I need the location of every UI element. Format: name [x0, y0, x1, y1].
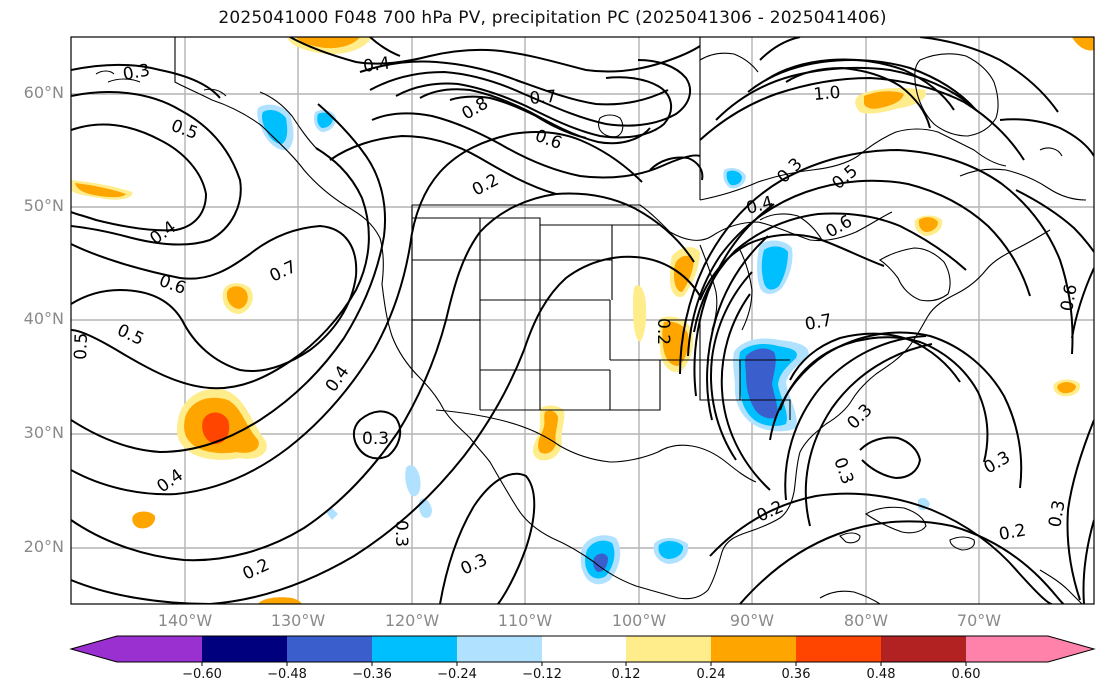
colorbar-segment — [1048, 636, 1094, 662]
colorbar-segment — [711, 636, 796, 662]
colorbar-tick-label: 0.24 — [696, 667, 726, 682]
pv-contours — [71, 37, 1094, 604]
lat-label: 20°N — [23, 537, 64, 556]
contour-label: 0.5 — [71, 332, 92, 360]
colorbar-tick-label: 0.12 — [611, 667, 641, 682]
colorbar-tick-label: −0.24 — [437, 667, 477, 682]
lon-label: 130°W — [270, 611, 326, 630]
contour-label: 0.3 — [362, 429, 389, 449]
colorbar-tick-label: 0.36 — [781, 667, 811, 682]
colorbar-segment — [117, 636, 202, 662]
colorbar-segment — [372, 636, 457, 662]
contour-label: 0.7 — [803, 311, 833, 335]
precip-positive-shading — [71, 37, 1094, 604]
lon-label: 110°W — [497, 611, 553, 630]
colorbar-outline — [69, 635, 1096, 663]
colorbar-tick-label: 0.48 — [866, 667, 896, 682]
colorbar — [69, 635, 1096, 666]
lat-label: 30°N — [23, 423, 64, 442]
contour-label: 0.6 — [1057, 283, 1081, 313]
lon-label: 140°W — [157, 611, 213, 630]
lon-label: 70°W — [956, 611, 1002, 630]
map-frame — [70, 36, 1095, 605]
contour-label: 0.3 — [121, 61, 151, 85]
lat-label: 50°N — [23, 196, 64, 215]
colorbar-segment — [287, 636, 372, 662]
contour-label: 1.0 — [813, 83, 842, 105]
colorbar-tick-label: 0.60 — [951, 667, 981, 682]
colorbar-tick-label: −0.60 — [182, 667, 222, 682]
colorbar-tick-label: −0.48 — [267, 667, 307, 682]
lon-label: 120°W — [384, 611, 440, 630]
contour-label: 0.3 — [391, 520, 411, 547]
lon-label: 100°W — [611, 611, 667, 630]
lon-label: 90°W — [729, 611, 775, 630]
colorbar-tick-label: −0.36 — [352, 667, 392, 682]
lon-label: 80°W — [843, 611, 889, 630]
colorbar-segment — [796, 636, 881, 662]
contour-label: 0.3 — [1045, 499, 1069, 529]
lat-label: 60°N — [23, 83, 64, 102]
map-title: 2025041000 F048 700 hPa PV, precipitatio… — [218, 8, 887, 28]
colorbar-segment — [542, 636, 626, 662]
colorbar-segment — [881, 636, 966, 662]
contour-label: 0.2 — [997, 521, 1027, 545]
colorbar-segment — [966, 636, 1048, 662]
lat-label: 40°N — [23, 309, 64, 328]
colorbar-segment — [457, 636, 542, 662]
map-plot-area: 0.3 0.4 0.5 0.8 0.7 0.6 0.2 1.0 0.4 0.6 … — [71, 37, 1094, 604]
colorbar-tick-label: −0.12 — [522, 667, 562, 682]
colorbar-segment — [202, 636, 287, 662]
colorbar-segment — [71, 636, 117, 662]
contour-label: 0.7 — [529, 87, 558, 109]
contour-label: 0.4 — [362, 53, 392, 77]
contour-label: 0.2 — [653, 318, 673, 345]
colorbar-segment — [626, 636, 711, 662]
